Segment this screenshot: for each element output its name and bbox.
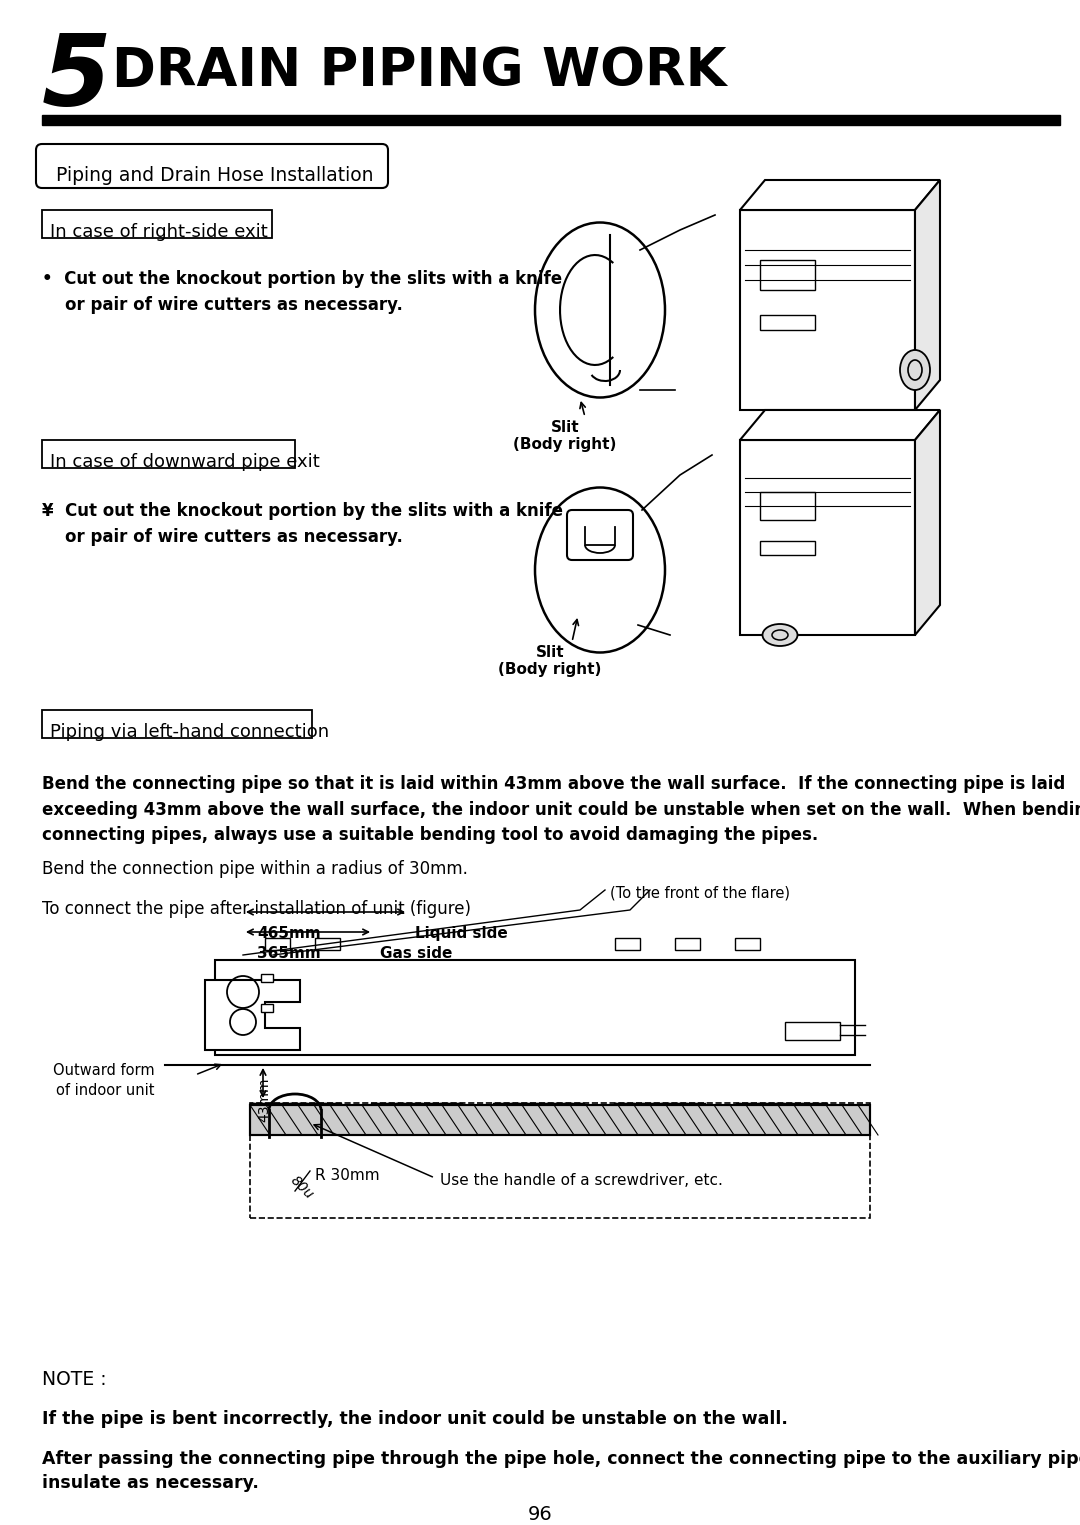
Bar bbox=[42, 114, 1059, 125]
Text: Use the handle of a screwdriver, etc.: Use the handle of a screwdriver, etc. bbox=[440, 1173, 723, 1188]
Polygon shape bbox=[740, 180, 940, 210]
Bar bbox=[265, 938, 291, 950]
Text: Piping via left-hand connection: Piping via left-hand connection bbox=[50, 723, 329, 741]
Text: Bend the connecting pipe so that it is laid within 43mm above the wall surface. : Bend the connecting pipe so that it is l… bbox=[42, 775, 1080, 845]
Bar bbox=[760, 541, 815, 555]
Text: 5: 5 bbox=[42, 30, 111, 127]
Polygon shape bbox=[915, 180, 940, 410]
Bar bbox=[615, 938, 640, 950]
Text: 365mm: 365mm bbox=[257, 946, 321, 961]
Text: Slit
(Body right): Slit (Body right) bbox=[498, 645, 602, 677]
Bar bbox=[42, 441, 295, 468]
Bar bbox=[249, 1103, 870, 1218]
Bar bbox=[42, 711, 312, 738]
Bar bbox=[760, 259, 815, 290]
Text: Bend the connection pipe within a radius of 30mm.: Bend the connection pipe within a radius… bbox=[42, 860, 468, 878]
Text: 465mm: 465mm bbox=[257, 926, 321, 941]
Ellipse shape bbox=[900, 351, 930, 390]
Bar bbox=[315, 938, 340, 950]
Bar bbox=[261, 974, 273, 982]
Text: Piping and Drain Hose Installation: Piping and Drain Hose Installation bbox=[56, 166, 374, 185]
Text: To connect the pipe after installation of unit (figure): To connect the pipe after installation o… bbox=[42, 900, 471, 918]
Ellipse shape bbox=[762, 624, 797, 647]
Bar bbox=[261, 1003, 273, 1013]
Text: If the pipe is bent incorrectly, the indoor unit could be unstable on the wall.: If the pipe is bent incorrectly, the ind… bbox=[42, 1411, 788, 1427]
Text: (To the front of the flare): (To the front of the flare) bbox=[610, 884, 789, 900]
Bar bbox=[740, 441, 915, 634]
Text: After passing the connecting pipe through the pipe hole, connect the connecting : After passing the connecting pipe throug… bbox=[42, 1450, 1080, 1493]
Polygon shape bbox=[915, 410, 940, 634]
Text: Slit
(Body right): Slit (Body right) bbox=[513, 419, 617, 453]
Text: Liquid side: Liquid side bbox=[415, 926, 508, 941]
Polygon shape bbox=[205, 981, 300, 1051]
Bar bbox=[675, 938, 700, 950]
Bar bbox=[760, 316, 815, 329]
Text: Gas side: Gas side bbox=[380, 946, 453, 961]
Bar bbox=[249, 1106, 870, 1135]
FancyBboxPatch shape bbox=[36, 143, 388, 188]
Polygon shape bbox=[740, 410, 940, 441]
Text: DRAIN PIPING WORK: DRAIN PIPING WORK bbox=[112, 46, 727, 98]
FancyBboxPatch shape bbox=[567, 509, 633, 560]
Text: Outward form
of indoor unit: Outward form of indoor unit bbox=[53, 1063, 156, 1098]
Text: R 30mm: R 30mm bbox=[315, 1168, 380, 1183]
Text: In case of right-side exit: In case of right-side exit bbox=[50, 223, 268, 241]
Bar bbox=[249, 1106, 870, 1135]
Bar bbox=[785, 1022, 840, 1040]
Text: ¥  Cut out the knockout portion by the slits with a knife
    or pair of wire cu: ¥ Cut out the knockout portion by the sl… bbox=[42, 502, 563, 546]
Bar bbox=[760, 493, 815, 520]
Bar bbox=[215, 961, 855, 1055]
Text: •  Cut out the knockout portion by the slits with a knife
    or pair of wire cu: • Cut out the knockout portion by the sl… bbox=[42, 270, 562, 314]
Text: 96: 96 bbox=[528, 1505, 552, 1523]
Bar bbox=[42, 210, 272, 238]
Text: NOTE :: NOTE : bbox=[42, 1369, 107, 1389]
Text: 80u: 80u bbox=[287, 1173, 315, 1202]
Text: In case of downward pipe exit: In case of downward pipe exit bbox=[50, 453, 320, 471]
Bar bbox=[735, 938, 760, 950]
Text: 43mm: 43mm bbox=[257, 1078, 271, 1122]
Bar bbox=[740, 210, 915, 410]
